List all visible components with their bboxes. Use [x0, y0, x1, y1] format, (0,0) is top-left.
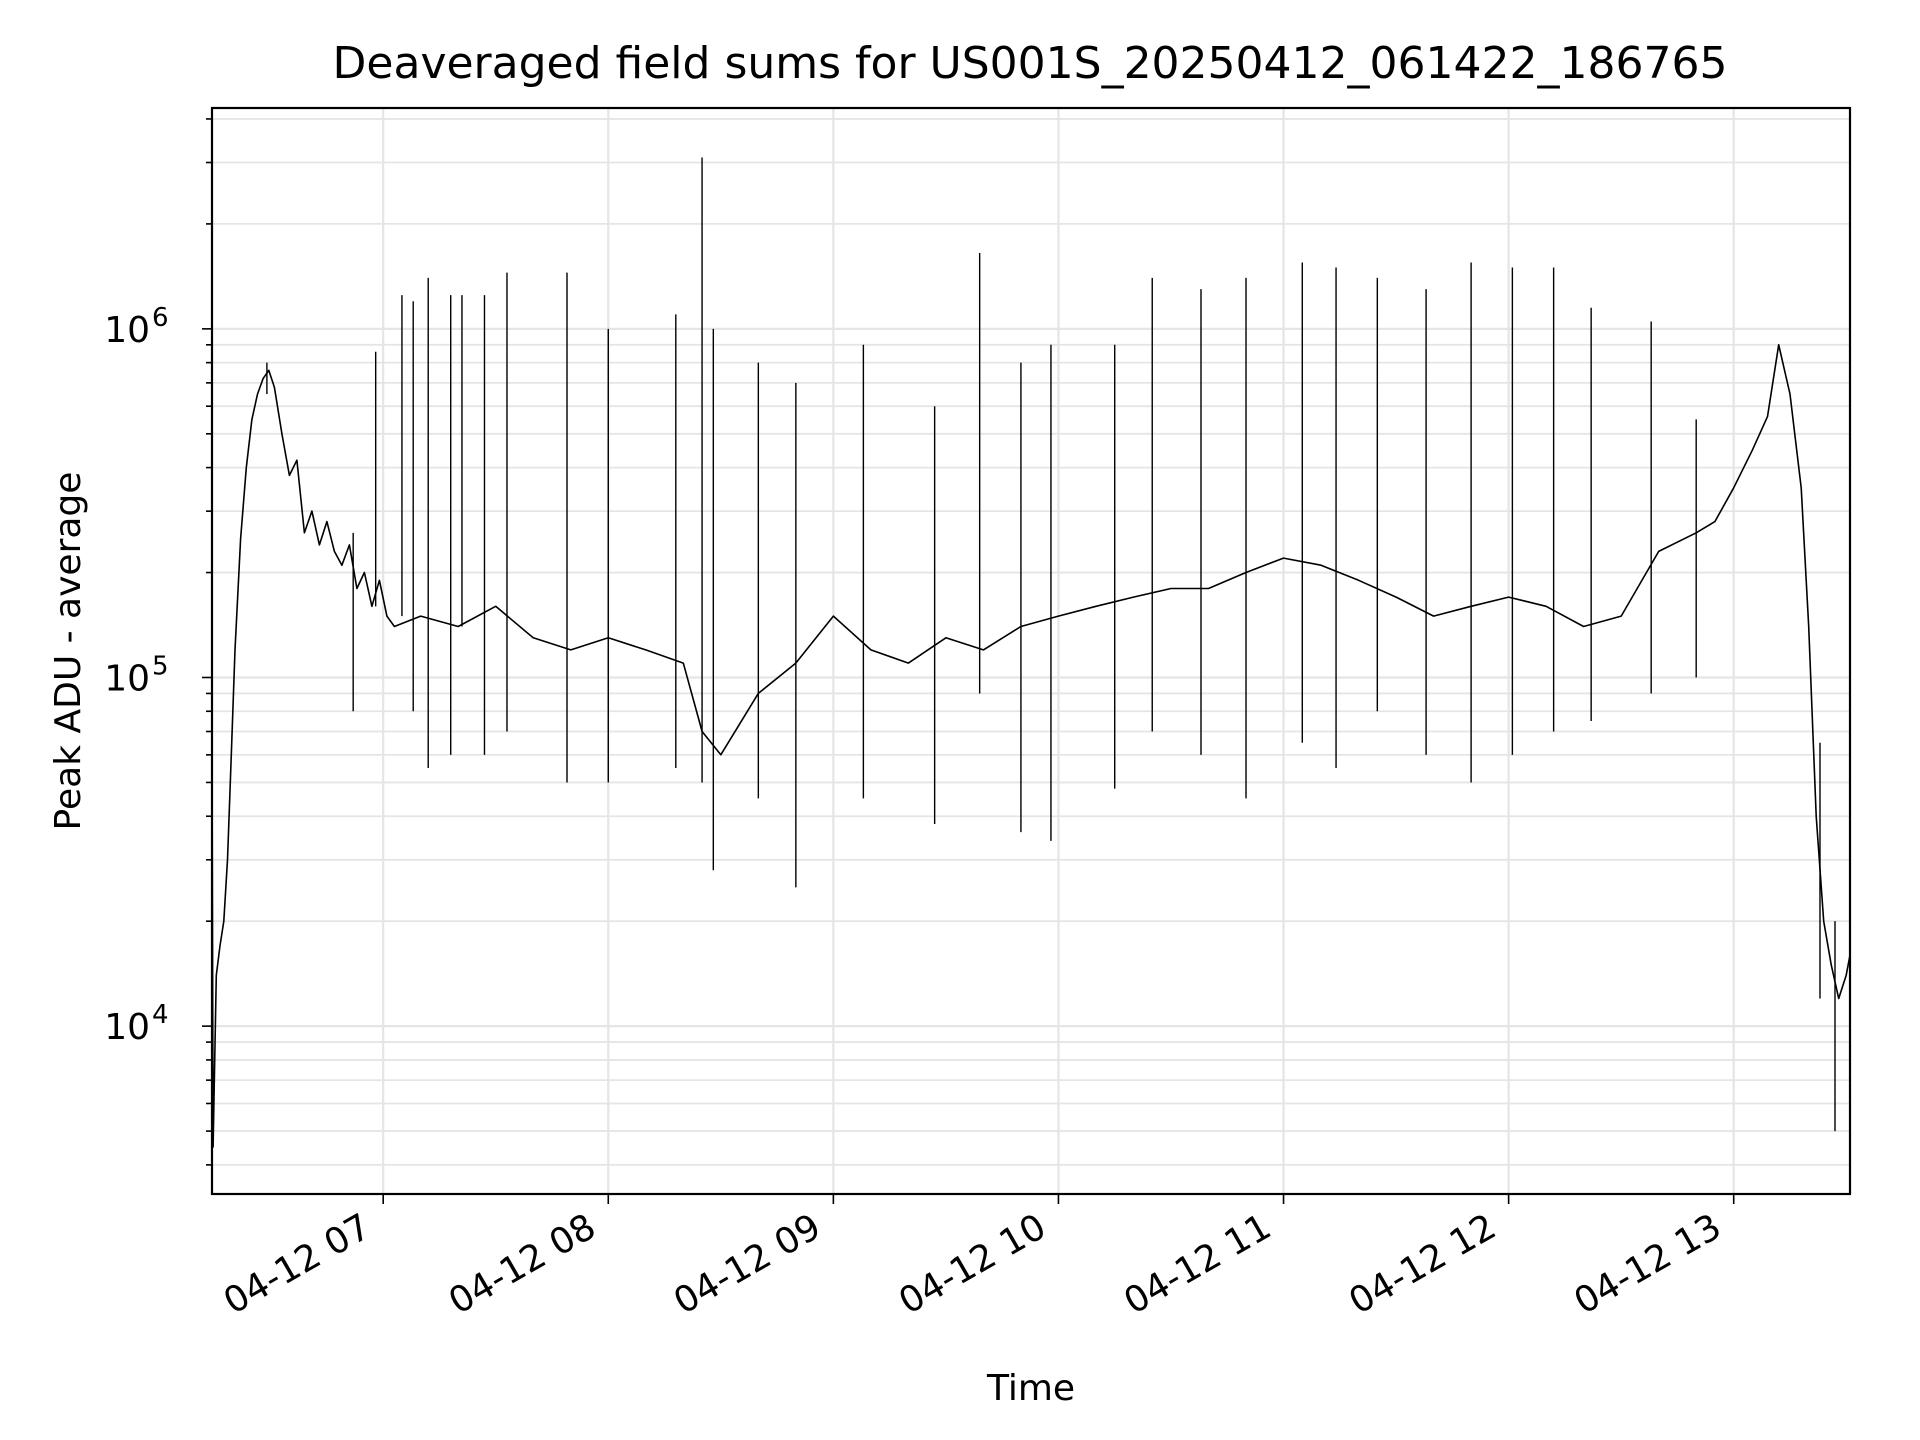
y-tick-label: 10 — [104, 310, 150, 351]
y-tick-exponent: 6 — [152, 303, 169, 333]
y-axis-label: Peak ADU - average — [48, 472, 89, 831]
chart-title: Deaveraged field sums for US001S_2025041… — [333, 38, 1728, 89]
x-axis-label: Time — [986, 1368, 1075, 1409]
y-tick-label: 10 — [104, 658, 150, 699]
y-tick-label: 10 — [104, 1007, 150, 1048]
y-tick-exponent: 5 — [152, 651, 169, 681]
series-line — [211, 343, 1851, 1148]
series-layer — [211, 157, 1851, 1148]
plot-frame — [210, 106, 1852, 1196]
y-tick-exponent: 4 — [152, 1000, 169, 1030]
